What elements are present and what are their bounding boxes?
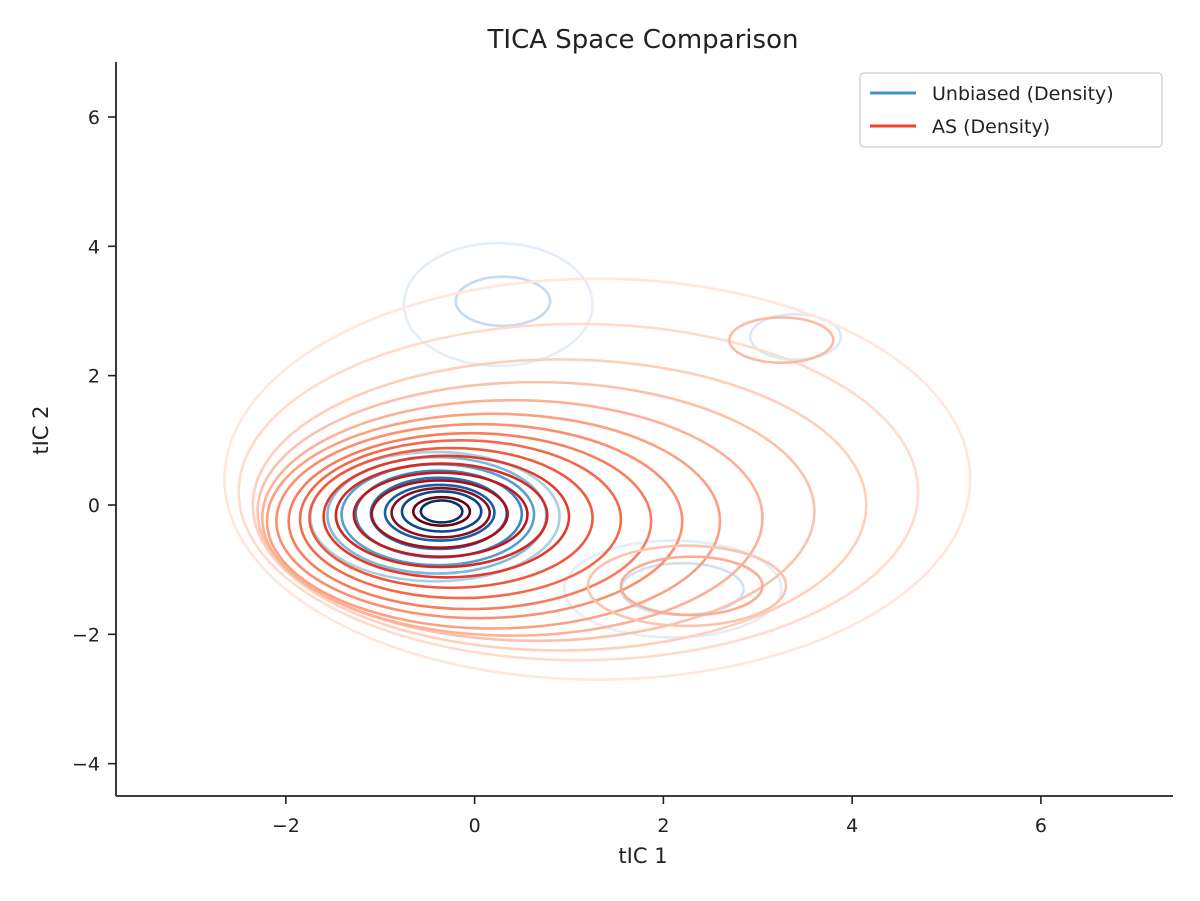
contour-as-0 [223,277,972,681]
legend-label-as: AS (Density) [932,116,1050,138]
x-tick-label: 4 [846,815,858,837]
contour-unbiased-11 [400,490,483,533]
contour-as-11 [334,462,549,569]
contour-as-13 [352,471,529,559]
contour-as-14 [370,479,509,549]
contour-unbiased-9 [454,275,552,328]
axes: −2 0 2 4 6 −4 −2 0 2 4 6 [72,62,1173,837]
y-tick-label: 2 [88,366,100,388]
y-tick-label: −2 [72,624,100,646]
contour-as-15 [619,555,764,617]
y-tick-label: 6 [88,107,100,129]
x-ticks: −2 0 2 4 6 [272,796,1047,837]
contour-as-16 [390,486,492,539]
legend-label-unbiased: Unbiased (Density) [932,83,1114,105]
contour-unbiased-2 [402,241,594,368]
x-tick-label: 0 [469,815,481,837]
contour-unbiased-8 [383,483,496,542]
y-tick-label: 0 [88,495,100,517]
chart-title: TICA Space Comparison [487,25,799,55]
contour-as-6 [275,422,684,620]
contour-unbiased-10 [748,312,843,361]
legend-box [859,72,1163,148]
contour-as-9 [308,446,594,590]
contour-as-1 [237,322,920,662]
contour-unbiased-3 [562,539,783,639]
contour-as-5 [265,412,722,630]
contour-as-10 [322,454,571,579]
x-tick-label: 6 [1035,815,1047,837]
contour-as-8 [298,439,623,600]
legend: Unbiased (Density) AS (Density) [859,72,1163,148]
x-axis-label: tIC 1 [618,844,667,868]
contour-as-2 [251,358,868,652]
contour-as-12 [586,544,788,628]
y-tick-label: 4 [88,236,100,258]
contour-as-7 [287,431,653,611]
series-as [223,277,972,681]
contour-layer [223,241,972,681]
contour-as-17 [728,316,835,365]
y-axis-label: tIC 2 [29,405,53,454]
contour-as-3 [256,380,816,643]
x-tick-label: 2 [657,815,669,837]
x-tick-label: −2 [272,815,300,837]
y-tick-label: −4 [72,754,100,776]
contour-as-18 [411,495,472,527]
y-ticks: −4 −2 0 2 4 6 [72,107,116,776]
contour-as-4 [260,398,764,637]
contour-unbiased-12 [419,499,464,524]
